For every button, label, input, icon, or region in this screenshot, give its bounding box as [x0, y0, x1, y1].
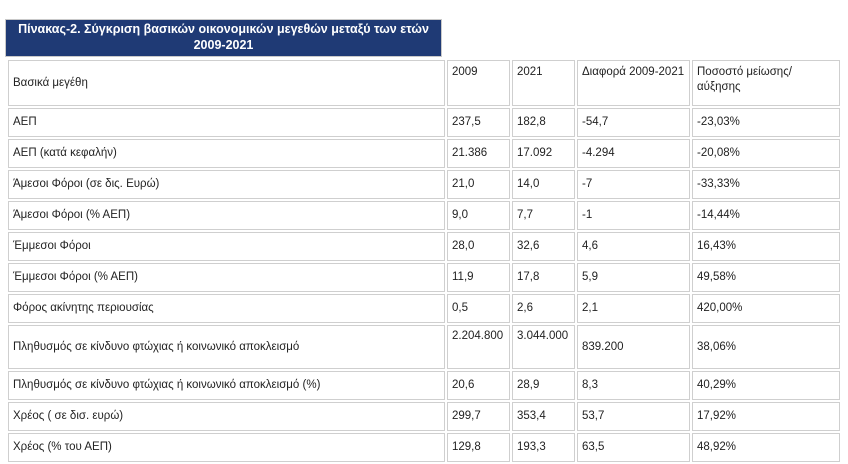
table-cell: 129,8: [447, 433, 510, 462]
table-cell: Έμμεσοι Φόροι (% ΑΕΠ): [8, 263, 445, 292]
table-cell: Άμεσοι Φόροι (σε δις. Ευρώ): [8, 170, 445, 199]
header-cell: 2021: [512, 60, 575, 106]
table-cell: -33,33%: [692, 170, 840, 199]
comparison-table: Βασικά μεγέθη 2009 2021 Διαφορά 2009-202…: [6, 58, 842, 464]
comparison-table-container: Πίνακας-2. Σύγκριση βασικών οικονομικών …: [5, 19, 842, 464]
table-cell: Πληθυσμός σε κίνδυνο φτώχιας ή κοινωνικό…: [8, 325, 445, 369]
table-cell: 353,4: [512, 402, 575, 431]
table-cell: Χρέος (% του ΑΕΠ): [8, 433, 445, 462]
table-cell: -7: [577, 170, 690, 199]
table-row: Φόρος ακίνητης περιουσίας 0,5 2,6 2,1 42…: [8, 294, 840, 323]
table-cell: 20,6: [447, 371, 510, 400]
table-cell: 2,6: [512, 294, 575, 323]
table-header-row: Βασικά μεγέθη 2009 2021 Διαφορά 2009-202…: [8, 60, 840, 106]
table-cell: 38,06%: [692, 325, 840, 369]
table-cell: 3.044.000: [512, 325, 575, 369]
table-cell: Έμμεσοι Φόροι: [8, 232, 445, 261]
table-cell: 17,92%: [692, 402, 840, 431]
table-cell: 28,9: [512, 371, 575, 400]
table-cell: ΑΕΠ: [8, 108, 445, 137]
table-row: Έμμεσοι Φόροι 28,0 32,6 4,6 16,43%: [8, 232, 840, 261]
table-row: Πληθυσμός σε κίνδυνο φτώχιας ή κοινωνικό…: [8, 371, 840, 400]
table-row: Έμμεσοι Φόροι (% ΑΕΠ) 11,9 17,8 5,9 49,5…: [8, 263, 840, 292]
table-cell: -14,44%: [692, 201, 840, 230]
table-cell: -1: [577, 201, 690, 230]
table-cell: 49,58%: [692, 263, 840, 292]
table-row: ΑΕΠ 237,5 182,8 -54,7 -23,03%: [8, 108, 840, 137]
table-cell: 17,8: [512, 263, 575, 292]
table-cell: 4,6: [577, 232, 690, 261]
table-row: ΑΕΠ (κατά κεφαλήν) 21.386 17.092 -4.294 …: [8, 139, 840, 168]
header-cell: 2009: [447, 60, 510, 106]
table-cell: 53,7: [577, 402, 690, 431]
table-row: Άμεσοι Φόροι (% ΑΕΠ) 9,0 7,7 -1 -14,44%: [8, 201, 840, 230]
table-cell: 182,8: [512, 108, 575, 137]
table-cell: Φόρος ακίνητης περιουσίας: [8, 294, 445, 323]
table-cell: 16,43%: [692, 232, 840, 261]
table-cell: -54,7: [577, 108, 690, 137]
table-cell: 11,9: [447, 263, 510, 292]
table-cell: 420,00%: [692, 294, 840, 323]
table-cell: 0,5: [447, 294, 510, 323]
table-cell: 5,9: [577, 263, 690, 292]
table-cell: 8,3: [577, 371, 690, 400]
table-cell: 63,5: [577, 433, 690, 462]
table-cell: Πληθυσμός σε κίνδυνο φτώχιας ή κοινωνικό…: [8, 371, 445, 400]
table-cell: Άμεσοι Φόροι (% ΑΕΠ): [8, 201, 445, 230]
table-row: Πληθυσμός σε κίνδυνο φτώχιας ή κοινωνικό…: [8, 325, 840, 369]
table-cell: 21.386: [447, 139, 510, 168]
table-cell: 28,0: [447, 232, 510, 261]
table-row: Χρέος (% του ΑΕΠ) 129,8 193,3 63,5 48,92…: [8, 433, 840, 462]
table-cell: Χρέος ( σε δισ. ευρώ): [8, 402, 445, 431]
table-cell: ΑΕΠ (κατά κεφαλήν): [8, 139, 445, 168]
table-cell: 17.092: [512, 139, 575, 168]
table-cell: 14,0: [512, 170, 575, 199]
table-cell: 2.204.800: [447, 325, 510, 369]
table-cell: 48,92%: [692, 433, 840, 462]
table-cell: -23,03%: [692, 108, 840, 137]
header-cell: Διαφορά 2009-2021: [577, 60, 690, 106]
header-cell: Ποσοστό μείωσης/ αύξησης: [692, 60, 840, 106]
table-cell: 40,29%: [692, 371, 840, 400]
table-row: Άμεσοι Φόροι (σε δις. Ευρώ) 21,0 14,0 -7…: [8, 170, 840, 199]
table-cell: 839.200: [577, 325, 690, 369]
header-cell: Βασικά μεγέθη: [8, 60, 445, 106]
table-cell: 21,0: [447, 170, 510, 199]
table-cell: 237,5: [447, 108, 510, 137]
table-cell: 193,3: [512, 433, 575, 462]
table-cell: -20,08%: [692, 139, 840, 168]
table-cell: 299,7: [447, 402, 510, 431]
table-cell: 7,7: [512, 201, 575, 230]
table-cell: 32,6: [512, 232, 575, 261]
table-title: Πίνακας-2. Σύγκριση βασικών οικονομικών …: [5, 19, 442, 57]
table-cell: 2,1: [577, 294, 690, 323]
table-cell: -4.294: [577, 139, 690, 168]
table-cell: 9,0: [447, 201, 510, 230]
table-row: Χρέος ( σε δισ. ευρώ) 299,7 353,4 53,7 1…: [8, 402, 840, 431]
